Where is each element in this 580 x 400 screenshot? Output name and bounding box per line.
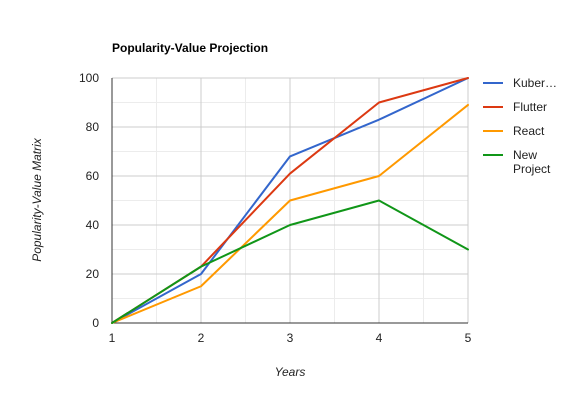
legend-label: React: [513, 124, 545, 138]
y-tick-label: 60: [86, 169, 100, 183]
x-tick-label: 5: [465, 331, 472, 345]
y-tick-label: 100: [79, 71, 99, 85]
x-tick-label: 1: [109, 331, 116, 345]
axis-layer: 0 20 40 60 80 100 1 2 3 4 5: [79, 71, 472, 345]
x-tick-label: 3: [287, 331, 294, 345]
y-tick-label: 20: [86, 267, 100, 281]
y-tick-label: 80: [86, 120, 100, 134]
legend-label: New Project: [513, 148, 551, 176]
y-tick-label: 0: [92, 316, 99, 330]
x-axis-title: Years: [275, 365, 306, 379]
y-tick-label: 40: [86, 218, 100, 232]
legend: Kuber… Flutter React New Project: [483, 76, 557, 176]
grid-layer: [112, 77, 469, 323]
x-tick-label: 4: [376, 331, 383, 345]
legend-label: Kuber…: [513, 76, 557, 90]
x-tick-label: 2: [198, 331, 205, 345]
series-layer: [111, 77, 469, 324]
legend-label: Flutter: [513, 100, 547, 114]
chart-title: Popularity-Value Projection: [112, 41, 268, 55]
y-axis-title: Popularity-Value Matrix: [30, 137, 44, 262]
